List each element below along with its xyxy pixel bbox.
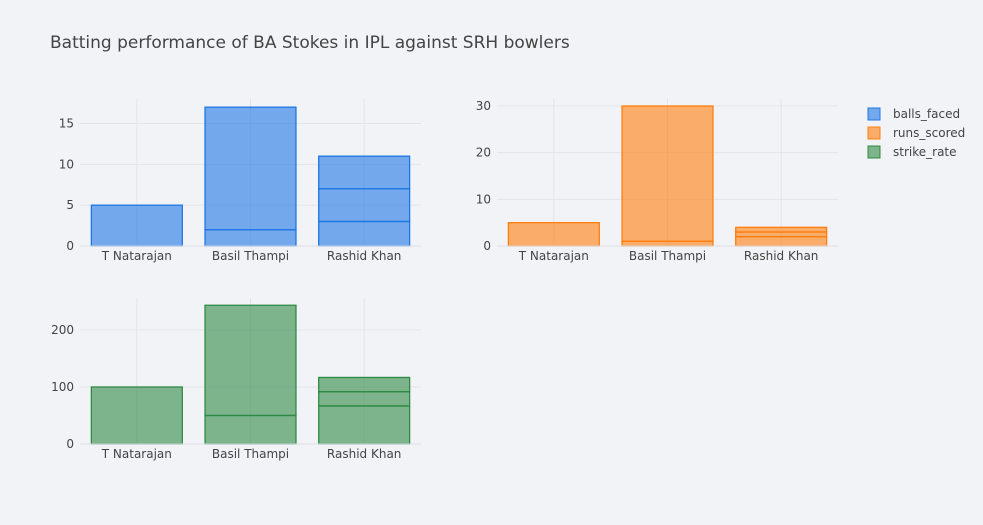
y-tick-label: 15 <box>59 117 74 131</box>
bar-segment <box>735 231 828 238</box>
bar-segment <box>318 391 411 407</box>
bar-segment <box>507 222 600 247</box>
x-tick-label: Basil Thampi <box>212 447 289 461</box>
legend-label: balls_faced <box>893 107 960 121</box>
legend-swatch <box>867 126 881 140</box>
bar-segment <box>318 405 411 445</box>
y-tick-label: 5 <box>66 198 74 212</box>
bar-segment <box>204 106 297 231</box>
bar-segment <box>318 155 411 190</box>
x-tick-label: T Natarajan <box>518 249 589 263</box>
x-tick-label: Basil Thampi <box>212 249 289 263</box>
y-tick-label: 0 <box>66 239 74 253</box>
bar-segment <box>90 386 183 445</box>
y-tick-label: 0 <box>483 239 491 253</box>
bar-segment <box>735 236 828 247</box>
y-tick-label: 20 <box>476 146 491 160</box>
bar-segment <box>318 188 411 223</box>
bar-segment <box>204 414 297 445</box>
x-tick-label: T Natarajan <box>101 249 172 263</box>
y-tick-label: 10 <box>476 192 491 206</box>
chart-title: Batting performance of BA Stokes in IPL … <box>50 33 570 53</box>
y-tick-label: 0 <box>66 437 74 451</box>
x-tick-label: Rashid Khan <box>744 249 818 263</box>
bar-segment <box>318 376 411 393</box>
bar-segment <box>90 204 183 247</box>
x-tick-label: Rashid Khan <box>327 249 401 263</box>
x-tick-label: Basil Thampi <box>629 249 706 263</box>
legend-swatch <box>867 145 881 159</box>
legend-label: runs_scored <box>893 126 965 140</box>
bar-segment <box>735 226 828 233</box>
y-tick-label: 10 <box>59 157 74 171</box>
y-tick-label: 100 <box>51 380 74 394</box>
legend-swatch <box>867 107 881 121</box>
legend-label: strike_rate <box>893 145 957 159</box>
y-tick-label: 200 <box>51 323 74 337</box>
bar-segment <box>204 304 297 417</box>
bar-segment <box>204 229 297 247</box>
x-tick-label: Rashid Khan <box>327 447 401 461</box>
y-tick-label: 30 <box>476 99 491 113</box>
x-tick-label: T Natarajan <box>101 447 172 461</box>
bar-segment <box>621 240 714 247</box>
bar-segment <box>621 105 714 242</box>
bar-segment <box>318 220 411 247</box>
